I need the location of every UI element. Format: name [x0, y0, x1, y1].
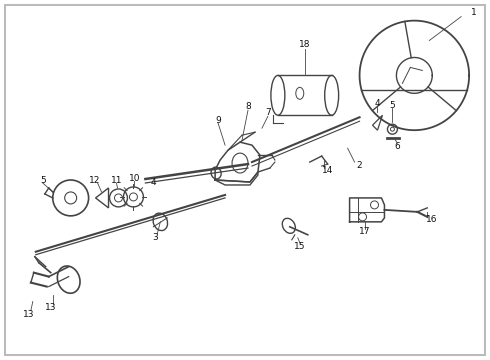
Text: 6: 6: [394, 141, 400, 150]
Text: 16: 16: [425, 215, 437, 224]
Text: 12: 12: [89, 176, 100, 185]
Text: 14: 14: [322, 166, 333, 175]
Text: 5: 5: [40, 176, 46, 185]
Text: 4: 4: [150, 179, 156, 188]
Text: 9: 9: [215, 116, 221, 125]
Text: 7: 7: [265, 108, 271, 117]
Text: 18: 18: [299, 40, 311, 49]
Text: 1: 1: [471, 8, 477, 17]
Text: 8: 8: [245, 102, 251, 111]
Text: 5: 5: [390, 101, 395, 110]
Text: 13: 13: [23, 310, 35, 319]
Text: 2: 2: [357, 161, 363, 170]
Text: 3: 3: [152, 233, 158, 242]
Text: 17: 17: [359, 227, 370, 236]
Text: 13: 13: [45, 303, 56, 312]
Text: 15: 15: [294, 242, 306, 251]
Text: 11: 11: [111, 176, 122, 185]
Text: 10: 10: [129, 174, 140, 183]
Text: 4: 4: [375, 99, 380, 108]
